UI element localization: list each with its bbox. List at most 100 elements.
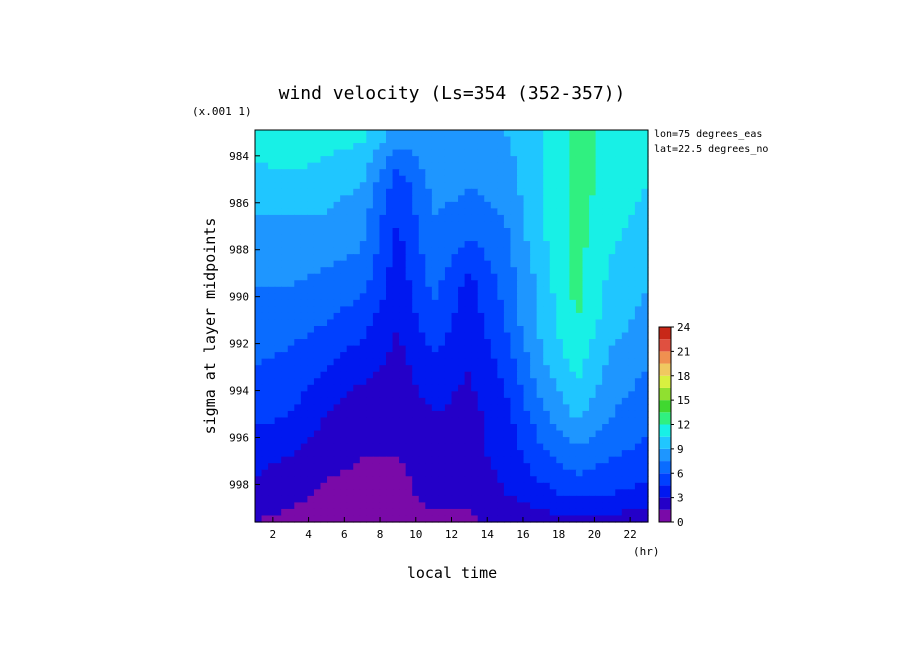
heatmap-cell [431,319,439,327]
heatmap-cell [359,182,367,190]
heatmap-cell [261,149,269,157]
heatmap-cell [523,312,531,321]
colorbar-tick-label: 12 [677,419,690,432]
heatmap-cell [589,332,597,340]
heatmap-cell [307,234,315,242]
heatmap-cell [418,195,426,203]
heatmap-cell [281,130,289,138]
heatmap-cell [386,384,394,392]
heatmap-cell [471,312,479,321]
heatmap-cell [517,136,525,144]
heatmap-cell [438,208,446,216]
heatmap-cell [353,495,361,503]
heatmap-cell [517,312,525,321]
heatmap-cell [608,482,616,490]
heatmap-cell [464,195,472,203]
heatmap-cell [530,293,538,301]
heatmap-cell [412,156,420,164]
heatmap-cell [490,188,498,196]
heatmap-cell [386,156,394,164]
heatmap-cell [307,247,315,255]
heatmap-cell [458,214,466,223]
heatmap-cell [386,358,394,366]
heatmap-cell [602,456,610,464]
heatmap-cell [300,495,308,503]
heatmap-cell [549,201,557,209]
heatmap-cell [353,143,361,151]
heatmap-cell [615,254,623,262]
heatmap-cell [575,312,584,321]
heatmap-cell [510,234,518,242]
heatmap-cell [261,482,269,490]
heatmap-cell [464,306,472,314]
heatmap-cell [287,358,295,366]
heatmap-cell [471,495,479,503]
heatmap-cell [634,260,643,268]
heatmap-cell [536,319,544,327]
heatmap-cell [556,214,564,223]
heatmap-cell [353,195,361,203]
heatmap-cell [569,299,577,307]
heatmap-cell [300,424,308,432]
heatmap-cell [320,273,328,281]
heatmap-cell [431,397,439,405]
heatmap-cell [608,326,616,334]
heatmap-cell [287,188,295,196]
heatmap-cell [412,162,420,170]
heatmap-cell [589,169,597,177]
heatmap-cell [477,273,485,281]
x-unit-label: (hr) [633,545,660,558]
heatmap-cell [621,508,629,517]
heatmap-cell [477,214,485,223]
heatmap-cell [412,489,420,497]
heatmap-cell [359,384,367,392]
heatmap-cell [510,489,518,497]
heatmap-cell [458,371,466,379]
heatmap-cell [359,391,367,399]
heatmap-cell [300,515,308,523]
heatmap-cell [255,443,263,451]
heatmap-cell [621,293,629,301]
heatmap-cell [353,234,361,242]
heatmap-cell [438,502,446,510]
heatmap-cell [458,293,466,301]
heatmap-cell [418,169,426,177]
heatmap-cell [320,495,328,503]
heatmap-cell [359,299,367,307]
heatmap-cell [431,384,439,392]
heatmap-cell [589,254,597,262]
heatmap-cell [340,130,348,138]
heatmap-cell [353,162,361,170]
heatmap-cell [562,234,570,242]
heatmap-cell [628,371,636,379]
heatmap-cell [471,247,479,255]
heatmap-cell [327,312,335,321]
heatmap-cell [438,345,446,353]
heatmap-cell [346,450,354,458]
heatmap-cell [431,306,439,314]
heatmap-cell [313,306,322,314]
heatmap-cell [412,456,420,464]
heatmap-cell [300,182,308,190]
heatmap-cell [451,234,459,242]
heatmap-cell [399,371,407,379]
heatmap-cell [471,378,479,386]
heatmap-cell [471,169,479,177]
heatmap-cell [582,508,590,517]
heatmap-cell [458,260,466,268]
heatmap-cell [490,306,498,314]
heatmap-cell [464,463,472,471]
heatmap-cell [327,234,335,242]
heatmap-cell [431,508,439,517]
heatmap-cell [543,293,551,301]
heatmap-cell [300,391,308,399]
heatmap-cell [477,437,485,445]
heatmap-cell [517,293,525,301]
heatmap-cell [530,312,538,321]
heatmap-cell [274,482,282,490]
heatmap-cell [353,260,361,268]
heatmap-cell [300,469,308,477]
heatmap-cell [333,352,341,360]
heatmap-cell [549,391,557,399]
heatmap-cell [287,241,295,249]
